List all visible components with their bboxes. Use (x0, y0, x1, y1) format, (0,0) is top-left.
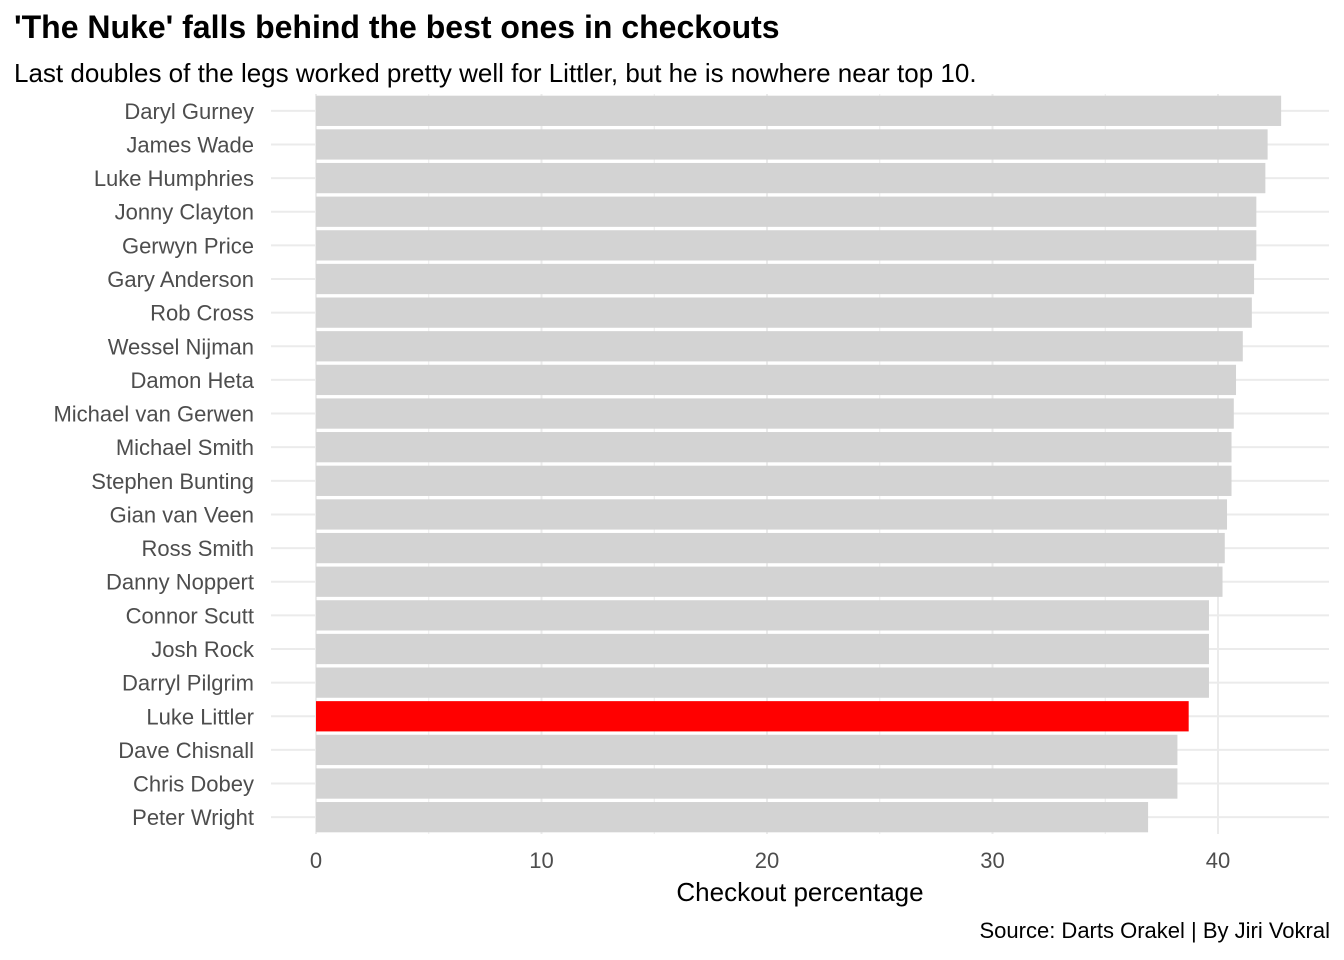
x-tick-label: 30 (980, 848, 1004, 873)
bar (316, 465, 1232, 496)
bar (316, 532, 1225, 564)
y-tick-label: Darryl Pilgrim (122, 671, 254, 696)
x-tick-label: 10 (529, 848, 553, 873)
x-axis-labels: 0 10 20 30 40 (310, 848, 1230, 873)
bar (316, 667, 1209, 698)
x-tick-label: 40 (1206, 848, 1230, 873)
x-tick-label: 20 (755, 848, 779, 873)
y-tick-label: Michael van Gerwen (53, 402, 254, 427)
y-tick-label: Peter Wright (132, 805, 254, 830)
chart-title: 'The Nuke' falls behind the best ones in… (14, 9, 780, 45)
bar (316, 196, 1257, 227)
y-tick-label: Michael Smith (116, 435, 254, 460)
bar (316, 297, 1252, 328)
y-tick-label: Josh Rock (151, 637, 255, 662)
bar (316, 600, 1209, 631)
y-tick-label: Wessel Nijman (108, 334, 254, 359)
bar (316, 432, 1232, 463)
y-axis-labels: Daryl Gurney James Wade Luke Humphries Jonn… (53, 99, 255, 830)
bar (316, 768, 1178, 799)
y-tick-label: Daryl Gurney (124, 99, 254, 124)
y-tick-label: Danny Noppert (106, 570, 254, 595)
y-tick-label: Chris Dobey (133, 772, 254, 797)
x-axis-title: Checkout percentage (676, 877, 923, 907)
chart-subtitle: Last doubles of the legs worked pretty w… (14, 58, 977, 88)
bar (316, 331, 1243, 362)
y-tick-label: Luke Humphries (94, 166, 254, 191)
y-tick-label: Stephen Bunting (91, 469, 254, 494)
x-tick-label: 0 (310, 848, 322, 873)
bar (316, 364, 1237, 396)
bars (316, 95, 1282, 833)
bar (316, 263, 1255, 295)
bar (316, 129, 1268, 160)
y-tick-label: Ross Smith (142, 536, 254, 561)
bar (316, 734, 1178, 766)
y-tick-label: James Wade (126, 132, 254, 157)
y-tick-label: Dave Chisnall (118, 738, 254, 763)
bar (316, 802, 1149, 833)
bar (316, 230, 1257, 261)
bar (316, 499, 1228, 530)
y-tick-label: Gerwyn Price (122, 233, 254, 258)
y-tick-label: Gary Anderson (107, 267, 254, 292)
y-tick-label: Luke Littler (146, 704, 254, 729)
bar (316, 566, 1223, 597)
y-tick-label: Jonny Clayton (115, 200, 254, 225)
y-tick-label: Connor Scutt (126, 603, 254, 628)
y-tick-label: Gian van Veen (110, 502, 254, 527)
bar (316, 95, 1282, 126)
bar-highlight (316, 701, 1189, 732)
y-tick-label: Rob Cross (150, 301, 254, 326)
bar (316, 398, 1234, 429)
bar (316, 162, 1266, 194)
bar (316, 633, 1209, 665)
caption: Source: Darts Orakel | By Jiri Vokral (979, 918, 1331, 943)
y-tick-label: Damon Heta (130, 368, 254, 393)
